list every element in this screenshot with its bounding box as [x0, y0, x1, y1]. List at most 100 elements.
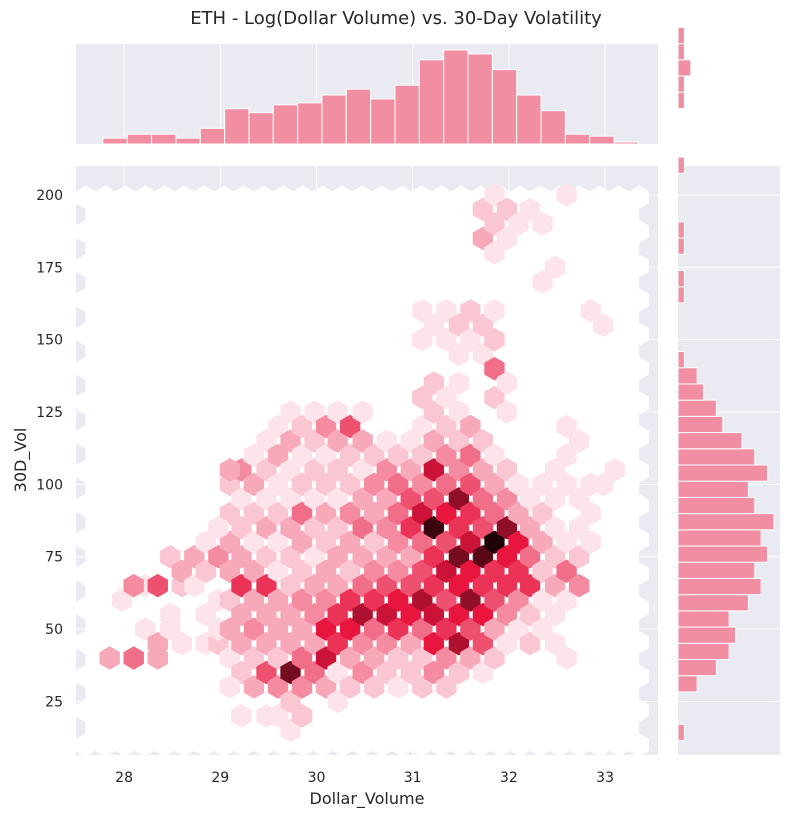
hex-cell [195, 559, 217, 583]
hex-empty [628, 185, 649, 210]
hex-cell [388, 675, 409, 699]
x-marginal-bar [248, 112, 274, 145]
y-marginal-bar [677, 529, 762, 547]
x-marginal-bar [418, 59, 445, 145]
x-marginal-bar [564, 133, 591, 145]
x-marginal-bar [443, 49, 469, 145]
hex-cell [412, 327, 433, 352]
hex-cell [604, 458, 625, 482]
x-axis-ticks: 28 29 30 31 32 33 [115, 770, 614, 786]
hex-cell [496, 371, 518, 395]
hex-cell [544, 602, 566, 627]
y-tick-label: 150 [36, 333, 63, 349]
y-marginal-bar [677, 513, 775, 531]
hex-cell [291, 675, 313, 699]
x-axis-label: Dollar_Volume [310, 789, 425, 809]
hex-cell [556, 588, 577, 612]
hex-cell [496, 400, 518, 424]
hex-cell [280, 718, 301, 743]
hex-cell [472, 660, 494, 685]
y-tick-label: 25 [45, 694, 63, 710]
hex-cell [484, 327, 505, 352]
x-tick-label: 29 [211, 770, 229, 786]
x-marginal-histogram [76, 44, 658, 145]
x-marginal-bar [516, 94, 542, 145]
hex-cell [123, 646, 144, 670]
hex-cell [532, 270, 553, 294]
y-marginal-bar [677, 269, 685, 288]
y-marginal-bar [677, 448, 756, 466]
hex-cell [99, 646, 120, 670]
y-marginal-bar [677, 156, 685, 174]
hex-cell [219, 458, 241, 482]
x-marginal-bar [272, 104, 299, 145]
y-marginal-bar [677, 675, 698, 693]
hex-cell [112, 588, 133, 612]
y-marginal-bar [677, 496, 756, 515]
x-marginal-bar [613, 141, 639, 145]
y-marginal-bars [677, 26, 775, 742]
y-marginal-bar [677, 480, 749, 498]
y-tick-label: 100 [36, 477, 63, 493]
y-marginal-bar [677, 75, 685, 93]
x-marginal-bar [540, 110, 566, 145]
hexbin-cells [75, 183, 649, 757]
hex-cell [556, 183, 577, 207]
hex-cell [484, 241, 505, 265]
x-marginal-bar [321, 94, 347, 145]
hex-cell [568, 573, 590, 598]
y-marginal-bar [677, 286, 685, 304]
y-marginal-bar [677, 237, 685, 255]
hex-cell [448, 371, 470, 395]
x-marginal-bar [370, 98, 396, 145]
hex-cell [219, 675, 241, 699]
hex-cell [160, 602, 181, 627]
y-marginal-bar [677, 383, 705, 401]
y-marginal-bar [677, 594, 749, 612]
hex-cell [592, 313, 614, 337]
y-tick-label: 175 [36, 260, 63, 276]
y-marginal-bar [677, 577, 762, 596]
hex-cell [448, 342, 470, 366]
hex-cell [484, 646, 505, 670]
x-marginal-bar [345, 88, 372, 145]
hex-cell [508, 212, 529, 236]
x-tick-label: 31 [404, 770, 422, 786]
hex-cell [339, 675, 361, 699]
hex-cell [496, 226, 518, 251]
y-tick-label: 50 [45, 622, 63, 638]
hexbin-panel [75, 166, 658, 757]
x-marginal-bars [102, 49, 639, 145]
y-tick-label: 200 [36, 188, 63, 204]
hex-cell [519, 631, 541, 656]
y-marginal-bar [677, 723, 685, 742]
hex-cell [544, 487, 566, 511]
y-marginal-bar [677, 545, 769, 563]
hex-cell [556, 646, 577, 670]
hex-cell [291, 704, 313, 728]
hex-cell [580, 501, 601, 526]
hex-cell [147, 631, 168, 656]
chart-title: ETH - Log(Dollar Volume) vs. 30-Day Vola… [190, 8, 602, 29]
y-marginal-bar [677, 367, 698, 385]
hex-cell [412, 675, 433, 699]
hex-cell [448, 660, 470, 685]
y-axis-ticks: 25 50 75 100 125 150 175 200 [36, 188, 63, 711]
hex-cell [123, 573, 144, 598]
x-tick-label: 32 [500, 770, 518, 786]
y-marginal-bar [677, 43, 685, 61]
hex-cell [568, 544, 590, 569]
y-marginal-bar [677, 626, 737, 644]
hex-cell [184, 573, 205, 598]
hex-cell [171, 631, 192, 656]
hex-cell [147, 573, 168, 598]
x-marginal-bar [224, 108, 250, 145]
hex-cell [327, 689, 348, 714]
x-marginal-bar [126, 133, 153, 145]
x-marginal-bar [297, 102, 323, 145]
x-marginal-bar [175, 137, 201, 145]
y-marginal-bar [677, 415, 724, 434]
hex-cell [580, 530, 601, 555]
hex-cell [544, 255, 566, 280]
